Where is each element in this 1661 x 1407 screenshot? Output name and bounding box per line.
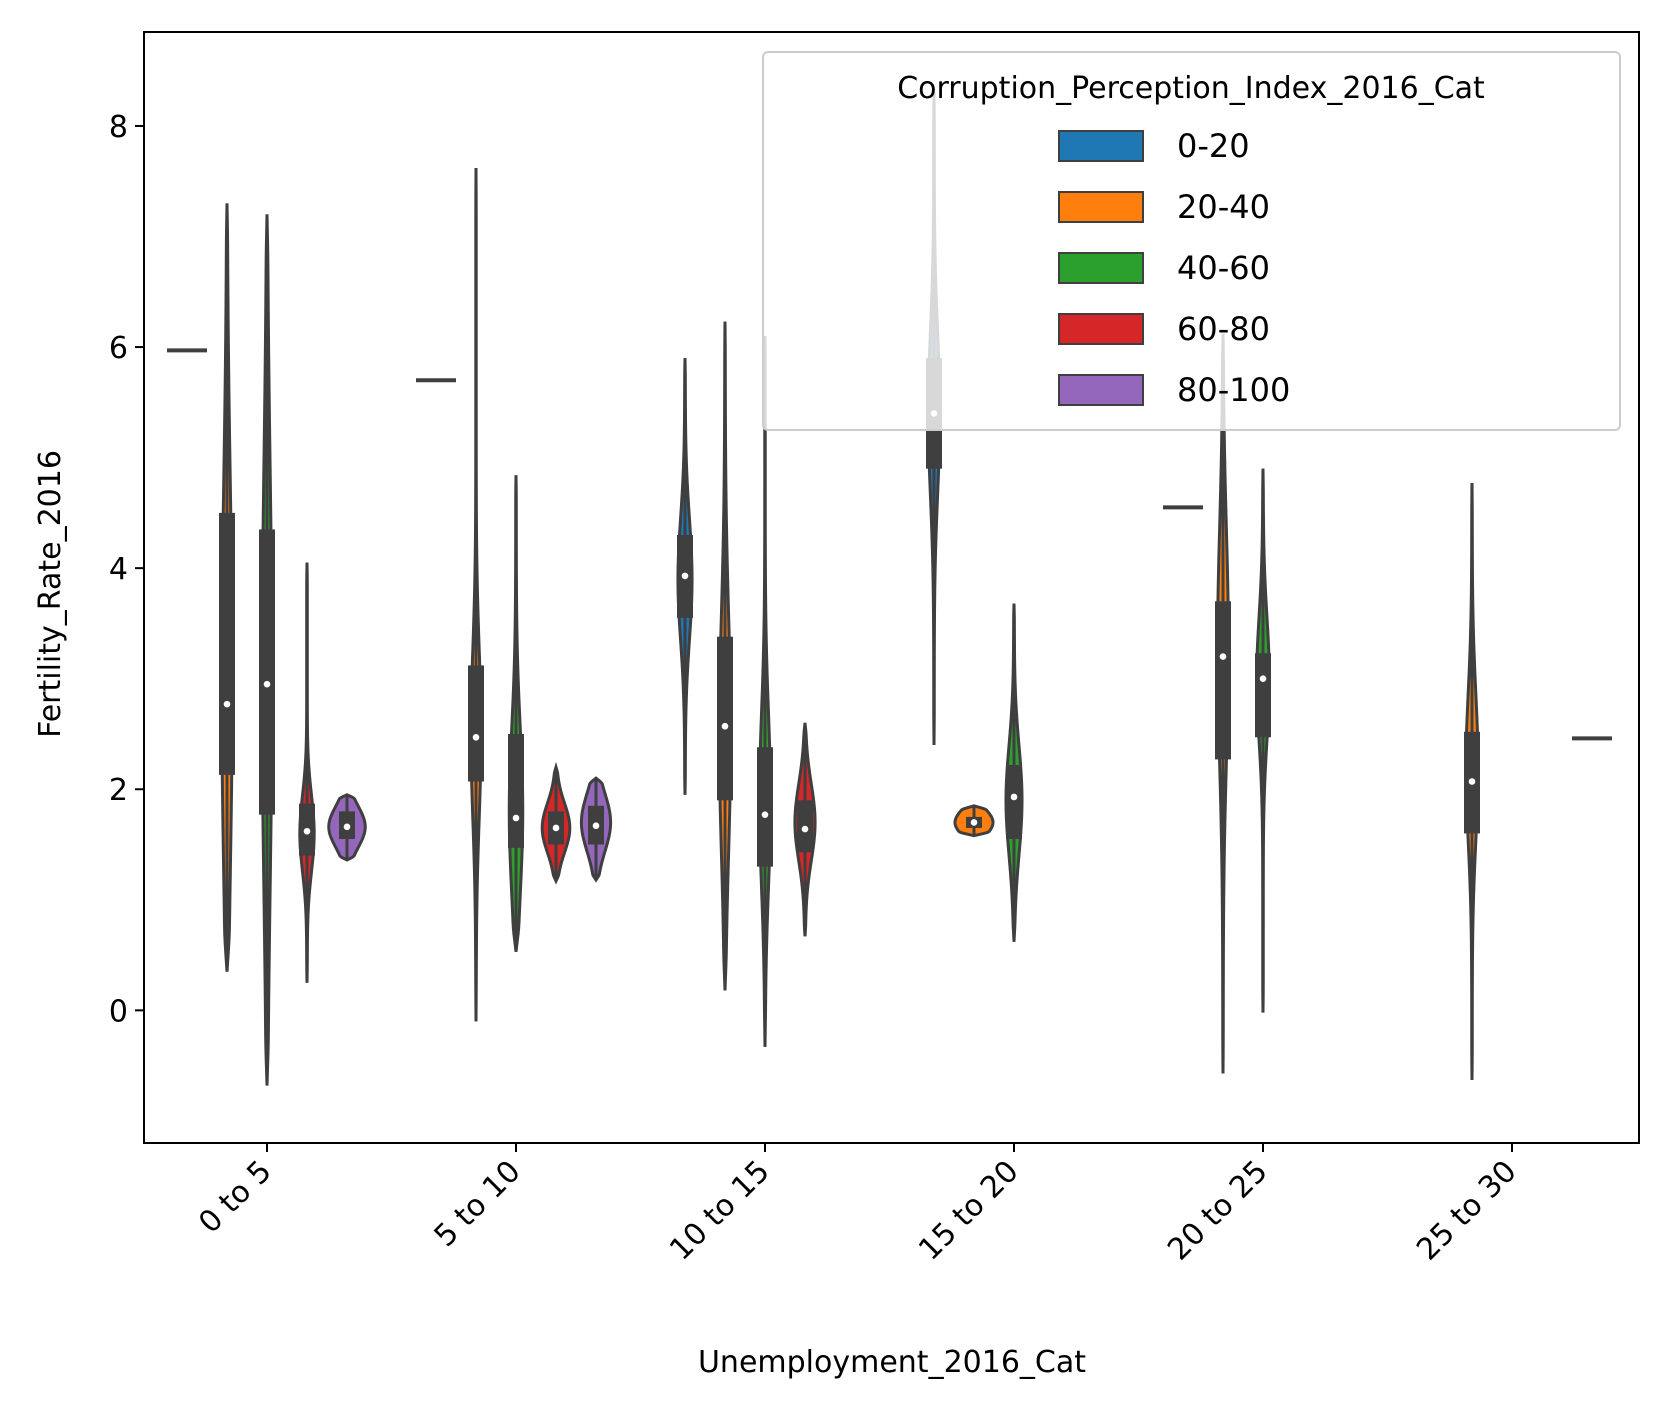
legend-label-60-80: 60-80 xyxy=(1177,310,1270,348)
violin-median-20-40-0 xyxy=(223,700,231,708)
violin-median-60-80-1 xyxy=(552,824,560,832)
violin-median-60-80-0 xyxy=(303,827,311,835)
legend-swatch-0-20 xyxy=(1058,130,1144,162)
y-tick-label: 4 xyxy=(109,552,128,587)
x-axis-label: Unemployment_2016_Cat xyxy=(698,1345,1086,1380)
legend-swatch-20-40 xyxy=(1058,191,1144,223)
violin-median-60-80-2 xyxy=(801,825,809,833)
violin-median-20-40-3 xyxy=(970,819,978,826)
plot-area xyxy=(167,92,1612,1086)
violin-median-80-100-1 xyxy=(592,822,600,830)
violin-median-0-20-2 xyxy=(681,572,689,580)
legend-label-40-60: 40-60 xyxy=(1177,249,1270,287)
legend: Corruption_Perception_Index_2016_Cat 0-2… xyxy=(762,51,1621,431)
violin-median-40-60-0 xyxy=(263,680,271,688)
legend-label-20-40: 20-40 xyxy=(1177,188,1270,226)
violin-median-20-40-1 xyxy=(472,733,480,741)
y-tick-label: 0 xyxy=(109,994,128,1029)
legend-label-0-20: 0-20 xyxy=(1177,127,1250,165)
violin-median-20-40-2 xyxy=(721,722,729,730)
violin-iqr-box-20-40-4 xyxy=(1215,601,1231,760)
violin-median-20-40-5 xyxy=(1468,778,1476,785)
violin-median-20-40-4 xyxy=(1219,653,1227,660)
legend-box xyxy=(762,51,1621,431)
legend-swatch-80-100 xyxy=(1058,374,1144,406)
x-tick-label: 5 to 10 xyxy=(428,1154,528,1254)
y-tick-label: 2 xyxy=(109,773,128,808)
y-tick-label: 6 xyxy=(109,331,128,366)
violin-median-80-100-0 xyxy=(343,823,351,831)
violin-iqr-box-40-60-1 xyxy=(508,733,524,848)
violin-iqr-box-40-60-0 xyxy=(259,529,275,815)
violin-iqr-box-20-40-2 xyxy=(717,636,733,801)
legend-swatch-40-60 xyxy=(1058,252,1144,284)
violin-iqr-box-20-40-0 xyxy=(219,512,235,775)
legend-swatch-60-80 xyxy=(1058,313,1144,345)
x-tick-label: 20 to 25 xyxy=(1161,1154,1275,1268)
x-tick-label: 10 to 15 xyxy=(663,1154,777,1268)
violin-iqr-box-20-40-1 xyxy=(468,665,484,782)
legend-label-80-100: 80-100 xyxy=(1177,371,1290,409)
y-axis-label: Fertility_Rate_2016 xyxy=(33,450,68,738)
violin-iqr-box-40-60-3 xyxy=(1006,764,1022,839)
violin-iqr-box-40-60-2 xyxy=(757,747,773,867)
x-tick-label: 15 to 20 xyxy=(912,1154,1026,1268)
violin-median-40-60-1 xyxy=(512,814,520,822)
axes-frame xyxy=(143,31,1640,1144)
x-tick-label: 25 to 30 xyxy=(1410,1154,1524,1268)
violin-median-40-60-4 xyxy=(1259,675,1267,683)
violin-iqr-box-40-60-4 xyxy=(1255,653,1271,738)
x-tick-label: 0 to 5 xyxy=(192,1154,279,1241)
y-tick-label: 8 xyxy=(109,110,128,145)
violin-median-40-60-3 xyxy=(1010,793,1018,801)
legend-title: Corruption_Perception_Index_2016_Cat xyxy=(897,71,1485,106)
violin-median-40-60-2 xyxy=(761,811,769,818)
